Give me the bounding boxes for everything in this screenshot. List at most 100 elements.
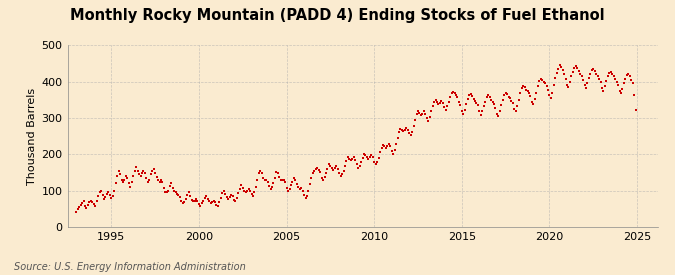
Point [186,197,197,202]
Point [161,190,172,195]
Point [308,171,319,175]
Point [145,172,156,177]
Point [582,81,593,86]
Point [559,72,570,77]
Point [221,195,232,199]
Point [483,93,493,98]
Point [494,109,505,114]
Point [588,67,599,71]
Point [475,113,486,117]
Point [253,171,264,175]
Point [110,181,121,186]
Point [74,205,84,209]
Point [437,101,448,105]
Point [360,153,371,157]
Point [115,172,126,177]
Point [132,168,143,173]
Point [580,86,591,90]
Point [122,176,133,180]
Point [626,78,637,82]
Point [421,116,432,120]
Point [560,76,571,81]
Point [208,199,219,203]
Point [198,199,209,203]
Point [509,107,520,111]
Point [100,195,111,199]
Point [485,98,496,102]
Point [91,199,102,203]
Point [233,191,244,196]
Point [411,112,422,117]
Point [146,168,157,173]
Point [169,188,180,193]
Point [267,185,277,189]
Point [597,86,608,90]
Point [176,199,187,203]
Point [171,192,182,196]
Point [569,66,580,70]
Point [543,87,554,92]
Point [103,190,114,195]
Point [224,195,235,199]
Point [271,170,281,175]
Point [225,193,236,197]
Point [377,143,388,147]
Point [502,92,512,97]
Point [466,94,477,98]
Point [518,84,529,88]
Point [512,104,522,109]
Point [155,177,166,182]
Point [607,72,618,76]
Point [142,179,153,184]
Point [195,204,206,208]
Point [623,72,634,77]
Point [574,72,585,76]
Point [332,167,343,171]
Point [312,166,323,170]
Point [134,172,144,177]
Point [594,76,605,81]
Point [385,144,396,148]
Point [92,194,103,198]
Point [327,166,338,170]
Point [164,184,175,188]
Point [515,91,526,95]
Point [329,166,340,170]
Point [455,103,466,108]
Point [391,142,402,146]
Point [86,199,97,203]
Point [170,190,181,195]
Point [489,102,500,106]
Point [261,177,271,182]
Text: Monthly Rocky Mountain (PADD 4) Ending Stocks of Fuel Ethanol: Monthly Rocky Mountain (PADD 4) Ending S… [70,8,605,23]
Point [622,73,632,77]
Point [205,201,216,205]
Point [148,167,159,171]
Point [112,174,123,178]
Point [304,182,315,186]
Point [363,156,374,161]
Point [207,200,217,204]
Point [556,65,566,69]
Point [297,188,308,193]
Point [252,177,263,182]
Point [309,168,320,173]
Point [540,81,551,86]
Point [167,185,178,190]
Point [262,179,273,184]
Point [420,111,431,116]
Point [90,204,101,208]
Point [506,98,517,103]
Point [387,151,398,156]
Point [528,102,539,106]
Point [416,113,427,117]
Point [346,158,356,162]
Point [426,109,437,114]
Point [620,76,631,81]
Point [232,196,242,200]
Point [369,159,379,164]
Point [77,201,88,205]
Point [201,194,212,198]
Point [316,176,327,180]
Point [401,126,412,130]
